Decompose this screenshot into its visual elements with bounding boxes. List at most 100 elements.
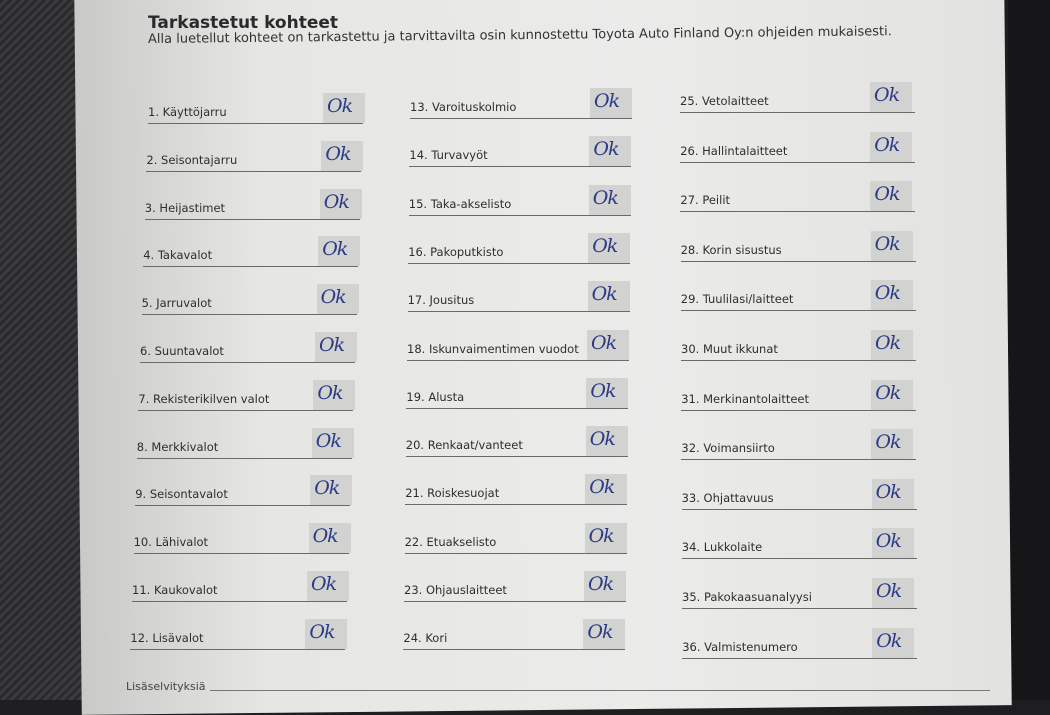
item-label: 22. Etuakselisto: [404, 534, 497, 549]
check-box: [871, 330, 913, 360]
handwritten-ok-mark: Ok: [874, 232, 901, 255]
handwritten-ok-mark: Ok: [309, 620, 335, 643]
item-label: 5. Jarruvalot: [141, 296, 212, 311]
item-label: 26. Hallintalaitteet: [680, 143, 788, 158]
check-box: [589, 136, 632, 167]
item-underline: [680, 112, 915, 113]
item-label: 29. Tuulilasi/laitteet: [680, 292, 794, 307]
check-box: [871, 379, 914, 410]
checklist-item: 17. Jousitus Ok: [407, 281, 630, 315]
handwritten-ok-mark: Ok: [590, 379, 616, 402]
check-box: [871, 478, 914, 509]
checklist-item: 10. Lähivalot Ok: [133, 523, 351, 557]
item-label: 35. Pakokaasuanalyysi: [682, 590, 812, 604]
check-box: [585, 474, 628, 505]
item-label: 15. Taka-akselisto: [408, 196, 512, 211]
checklist-item: 19. Alusta Ok: [406, 377, 629, 412]
item-underline: [144, 218, 360, 220]
check-box: [872, 627, 915, 658]
item-underline: [680, 310, 916, 312]
check-box: [586, 377, 629, 408]
item-label: 32. Voimansiirto: [681, 441, 775, 456]
checklist-item: 21. Roiskesuojat Ok: [405, 474, 628, 508]
item-underline: [407, 311, 630, 313]
checklist-item: 29. Tuulilasi/laitteet Ok: [680, 280, 916, 314]
check-box: [584, 522, 627, 553]
item-underline: [680, 211, 916, 213]
handwritten-ok-mark: Ok: [589, 428, 616, 451]
checklist-item: 14. Turvavyöt Ok: [409, 136, 632, 170]
item-underline: [681, 409, 917, 411]
check-box: [590, 88, 632, 118]
check-box: [315, 332, 357, 362]
item-label: 14. Turvavyöt: [409, 148, 488, 163]
handwritten-ok-mark: Ok: [319, 334, 345, 356]
handwritten-ok-mark: Ok: [876, 580, 902, 602]
item-label: 31. Merkinantolaitteet: [681, 391, 809, 406]
check-box: [871, 429, 914, 460]
item-label: 30. Muut ikkunat: [681, 342, 778, 356]
check-box: [311, 427, 354, 458]
checklist-item: 2. Seisontajarru Ok: [146, 140, 364, 175]
handwritten-ok-mark: Ok: [588, 524, 615, 547]
item-label: 28. Korin sisustus: [680, 242, 782, 257]
item-label: 27. Peilit: [680, 193, 731, 208]
item-underline: [682, 657, 918, 659]
item-label: 16. Pakoputkisto: [408, 244, 504, 259]
additional-info-line: [210, 690, 990, 691]
handwritten-ok-mark: Ok: [874, 282, 901, 305]
item-underline: [146, 170, 362, 172]
check-box: [323, 93, 365, 123]
item-label: 3. Heijastimet: [144, 200, 226, 215]
check-box: [321, 140, 364, 171]
checklist-item: 8. Merkkivalot Ok: [136, 427, 354, 462]
handwritten-ok-mark: Ok: [315, 429, 342, 452]
check-box: [587, 281, 630, 312]
item-underline: [680, 161, 916, 163]
item-underline: [140, 362, 355, 363]
item-label: 1. Käyttöjarru: [148, 105, 227, 119]
checklist-item: 5. Jarruvalot Ok: [141, 284, 359, 318]
item-underline: [681, 459, 917, 461]
check-box: [583, 619, 626, 650]
check-box: [305, 618, 348, 649]
item-label: 25. Vetolaitteet: [680, 94, 769, 108]
check-box: [870, 230, 913, 261]
item-underline: [136, 457, 352, 459]
checklist-item: 32. Voimansiirto Ok: [681, 429, 917, 463]
checklist-item: 7. Rekisterikilven valot Ok: [138, 379, 356, 414]
item-label: 18. Iskunvaimentimen vuodot: [407, 341, 579, 356]
checklist-item: 36. Valmistenumero Ok: [682, 627, 918, 662]
checklist-item: 33. Ohjattavuus Ok: [681, 478, 917, 513]
item-underline: [132, 601, 347, 602]
handwritten-ok-mark: Ok: [874, 183, 900, 206]
handwritten-ok-mark: Ok: [588, 573, 614, 595]
item-label: 7. Rekisterikilven valot: [138, 391, 270, 406]
check-box: [319, 188, 362, 219]
checklist-item: 3. Heijastimet Ok: [144, 188, 362, 223]
item-underline: [681, 558, 917, 560]
item-label: 34. Lukkolaite: [681, 540, 763, 555]
checklist-item: 24. Kori Ok: [403, 619, 626, 653]
checklist-item: 27. Peilit Ok: [680, 181, 916, 215]
handwritten-ok-mark: Ok: [875, 381, 901, 404]
form-title: Tarkastetut kohteet: [148, 13, 339, 33]
check-box: [588, 232, 631, 263]
checklist-item: 25. Vetolaitteet Ok: [680, 82, 915, 116]
check-box: [870, 131, 913, 162]
item-label: 36. Valmistenumero: [682, 639, 798, 654]
checklist-item: 26. Hallintalaitteet Ok: [680, 131, 916, 166]
item-label: 17. Jousitus: [407, 293, 475, 308]
item-underline: [408, 262, 631, 264]
handwritten-ok-mark: Ok: [323, 190, 350, 213]
checklist-item: 18. Iskunvaimentimen vuodot Ok: [407, 329, 629, 364]
handwritten-ok-mark: Ok: [875, 431, 901, 454]
handwritten-ok-mark: Ok: [594, 90, 620, 112]
item-underline: [138, 409, 354, 411]
item-underline: [141, 314, 357, 316]
item-underline: [408, 214, 631, 216]
check-box: [587, 329, 629, 360]
item-underline: [681, 508, 917, 510]
handwritten-ok-mark: Ok: [592, 186, 619, 209]
item-underline: [680, 260, 916, 262]
